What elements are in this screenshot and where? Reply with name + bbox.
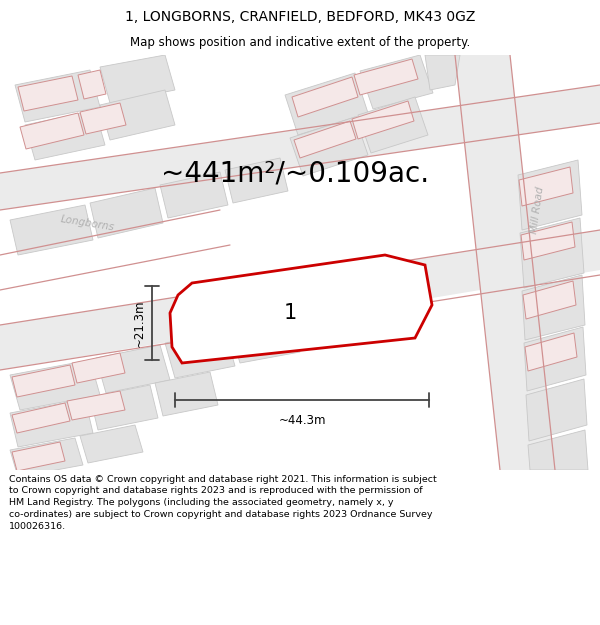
Polygon shape [455, 55, 555, 470]
Polygon shape [358, 97, 428, 153]
Polygon shape [165, 331, 235, 378]
Text: Longborns: Longborns [290, 294, 346, 312]
Polygon shape [225, 158, 288, 203]
Polygon shape [10, 205, 93, 255]
Polygon shape [80, 103, 126, 134]
Polygon shape [160, 172, 228, 218]
Text: ~21.3m: ~21.3m [133, 299, 146, 347]
Polygon shape [155, 372, 218, 416]
Text: Longborns: Longborns [60, 214, 116, 232]
Polygon shape [526, 379, 587, 441]
Polygon shape [524, 327, 586, 391]
Polygon shape [520, 218, 584, 288]
Polygon shape [90, 188, 163, 238]
Polygon shape [100, 55, 175, 103]
Polygon shape [170, 255, 432, 363]
Text: 1: 1 [283, 303, 296, 323]
Polygon shape [290, 117, 368, 176]
Polygon shape [80, 425, 143, 463]
Text: 1, LONGBORNS, CRANFIELD, BEDFORD, MK43 0GZ: 1, LONGBORNS, CRANFIELD, BEDFORD, MK43 0… [125, 10, 475, 24]
Polygon shape [354, 59, 418, 95]
Polygon shape [12, 365, 75, 397]
Text: ~44.3m: ~44.3m [278, 414, 326, 427]
Text: Map shows position and indicative extent of the property.: Map shows position and indicative extent… [130, 36, 470, 49]
Polygon shape [12, 403, 70, 433]
Polygon shape [0, 230, 600, 370]
Polygon shape [294, 121, 356, 158]
Polygon shape [519, 167, 573, 206]
Text: Contains OS data © Crown copyright and database right 2021. This information is : Contains OS data © Crown copyright and d… [9, 474, 437, 531]
Polygon shape [352, 101, 414, 139]
Polygon shape [522, 275, 585, 340]
Polygon shape [67, 391, 125, 420]
Polygon shape [78, 70, 106, 99]
Text: ~441m²/~0.109ac.: ~441m²/~0.109ac. [161, 159, 429, 187]
Polygon shape [0, 85, 600, 210]
Polygon shape [523, 281, 576, 319]
Polygon shape [90, 385, 158, 430]
Polygon shape [15, 70, 100, 122]
Polygon shape [20, 113, 84, 149]
Polygon shape [528, 430, 588, 470]
Polygon shape [292, 77, 358, 117]
Polygon shape [12, 442, 65, 471]
Polygon shape [72, 353, 125, 383]
Polygon shape [18, 76, 78, 111]
Polygon shape [10, 360, 100, 410]
Polygon shape [518, 160, 582, 230]
Polygon shape [285, 73, 368, 135]
Polygon shape [525, 333, 577, 371]
Polygon shape [360, 55, 433, 109]
Polygon shape [425, 55, 460, 90]
Polygon shape [230, 318, 300, 363]
Text: Mill Road: Mill Road [529, 186, 545, 234]
Polygon shape [10, 399, 93, 447]
Polygon shape [521, 222, 575, 260]
Polygon shape [100, 90, 175, 140]
Polygon shape [10, 438, 83, 477]
Polygon shape [96, 345, 170, 393]
Polygon shape [25, 110, 105, 160]
